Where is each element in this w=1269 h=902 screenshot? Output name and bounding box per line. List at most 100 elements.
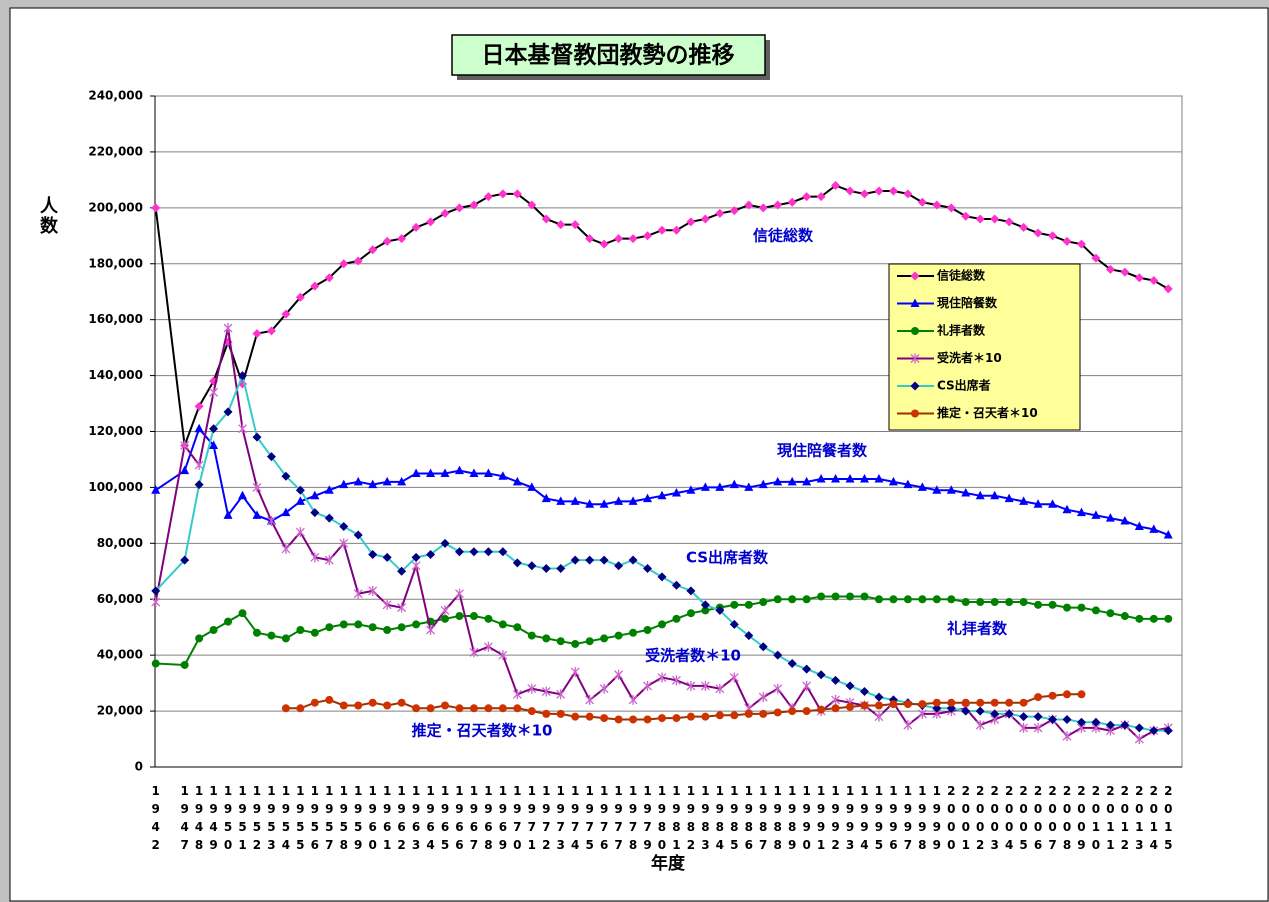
annotation: 受洗者数＊10 xyxy=(645,647,741,665)
point xyxy=(556,220,566,230)
point xyxy=(903,479,913,489)
point xyxy=(585,234,595,244)
y-tick-label: 20,000 xyxy=(97,704,143,718)
point xyxy=(1034,600,1043,609)
x-tick-label: 2015 xyxy=(1161,784,1176,856)
x-tick-label: 2013 xyxy=(1132,784,1147,856)
x-tick-label: 1961 xyxy=(380,784,395,856)
point xyxy=(281,471,291,481)
point xyxy=(715,208,725,218)
point xyxy=(758,692,768,703)
x-tick-label: 1985 xyxy=(727,784,742,856)
point xyxy=(542,709,551,718)
legend-marker xyxy=(910,271,920,281)
point xyxy=(1033,712,1043,722)
point xyxy=(744,482,754,491)
x-tick-label: 1964 xyxy=(423,784,438,856)
point xyxy=(744,709,753,718)
point xyxy=(1048,231,1058,241)
point xyxy=(194,423,204,433)
point xyxy=(1134,734,1144,745)
x-tick-label: 1976 xyxy=(597,784,612,856)
point xyxy=(1106,609,1115,618)
x-tick-label: 2002 xyxy=(973,784,988,856)
x-tick-label: 1988 xyxy=(770,784,785,856)
point xyxy=(975,706,985,716)
point xyxy=(672,614,681,623)
annotation: 推定・召天者数＊10 xyxy=(412,722,553,740)
point xyxy=(151,586,161,596)
x-axis-title: 年度 xyxy=(651,853,686,874)
point xyxy=(817,705,826,714)
point xyxy=(961,698,970,707)
x-tick-label: 1955 xyxy=(293,784,308,856)
point xyxy=(643,231,653,241)
point xyxy=(845,681,855,691)
point xyxy=(1005,698,1014,707)
x-tick-label: 1984 xyxy=(712,784,727,856)
point xyxy=(339,259,349,269)
point xyxy=(426,217,436,227)
x-tick-label: 2014 xyxy=(1146,784,1161,856)
y-tick-label: 40,000 xyxy=(97,648,143,662)
point xyxy=(209,387,219,398)
point xyxy=(976,698,985,707)
point xyxy=(1019,496,1029,505)
point xyxy=(295,292,305,302)
point xyxy=(715,482,725,491)
point xyxy=(932,703,942,713)
point xyxy=(961,211,971,221)
point xyxy=(773,200,783,210)
point xyxy=(151,597,161,608)
point xyxy=(903,189,913,199)
point xyxy=(483,468,493,477)
point xyxy=(816,192,826,202)
point xyxy=(831,694,841,705)
x-tick-label: 2010 xyxy=(1088,784,1103,856)
point xyxy=(484,614,493,623)
point xyxy=(368,550,378,560)
point xyxy=(512,689,522,700)
point xyxy=(961,488,971,497)
point xyxy=(715,683,725,694)
point xyxy=(1004,493,1014,503)
point xyxy=(874,701,883,710)
y-tick-label: 100,000 xyxy=(88,480,143,494)
point xyxy=(310,281,320,291)
point xyxy=(788,707,797,716)
x-tick-label: 1975 xyxy=(582,784,597,856)
point xyxy=(629,715,638,724)
point xyxy=(758,203,768,213)
point xyxy=(1091,510,1101,519)
point xyxy=(571,639,580,648)
point xyxy=(542,634,551,643)
point xyxy=(512,476,522,486)
point xyxy=(657,714,666,723)
point xyxy=(527,561,537,571)
point xyxy=(498,547,508,557)
point xyxy=(397,476,407,486)
point xyxy=(397,698,406,707)
point xyxy=(1120,515,1130,525)
point xyxy=(773,683,783,694)
point xyxy=(267,631,276,640)
point xyxy=(296,704,305,713)
legend-marker xyxy=(910,298,920,307)
point xyxy=(917,197,927,207)
point xyxy=(180,555,190,565)
point xyxy=(758,479,768,489)
point xyxy=(223,510,233,519)
point xyxy=(382,552,392,562)
point xyxy=(744,631,754,641)
point xyxy=(570,496,580,505)
point xyxy=(368,698,377,707)
point xyxy=(976,598,985,607)
legend-label: 受洗者＊10 xyxy=(937,350,1002,365)
point xyxy=(1163,284,1173,294)
annotation: CS出席者数 xyxy=(686,549,769,567)
legend-label: 礼拝者数 xyxy=(937,323,986,338)
point xyxy=(266,326,276,336)
point xyxy=(817,592,826,601)
point xyxy=(1062,731,1072,742)
annotation: 礼拝者数 xyxy=(947,620,1008,638)
